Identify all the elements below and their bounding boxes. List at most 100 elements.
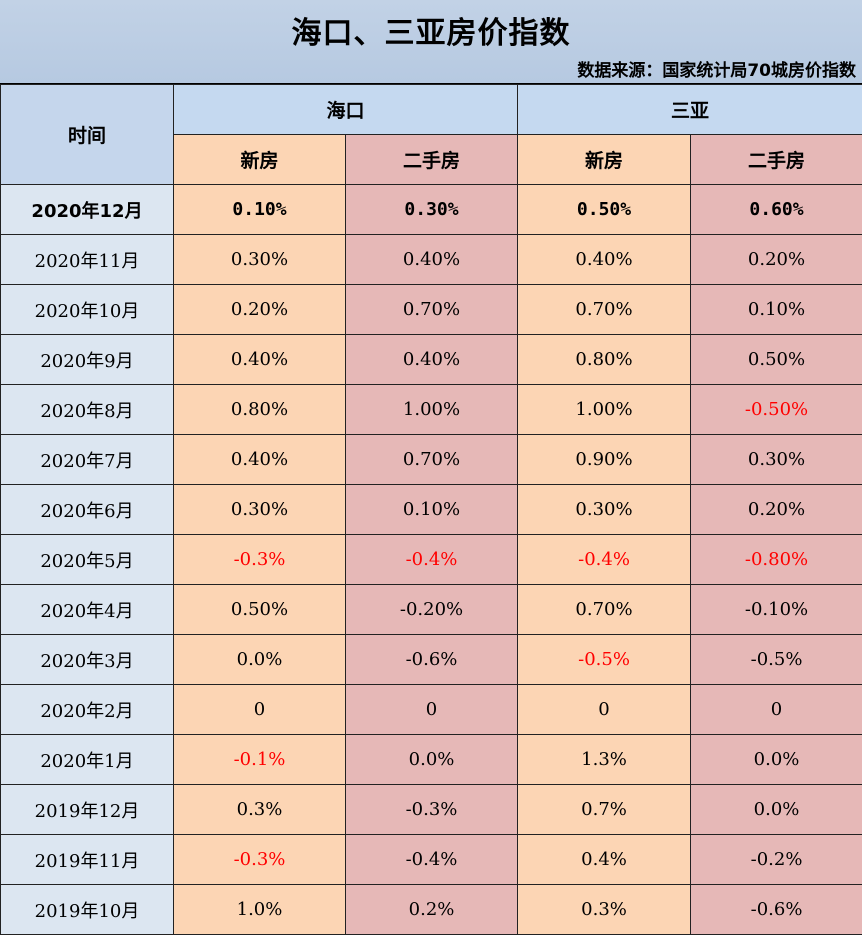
haikou-used-cell: 1.00% <box>344 384 519 435</box>
sanya-new-cell: -0.4% <box>517 534 692 585</box>
sanya-new-cell: 0.3% <box>517 884 692 935</box>
haikou-new-cell: 0.30% <box>173 484 346 535</box>
sanya-new-cell: 0.30% <box>517 484 692 535</box>
haikou-new-cell: 0.30% <box>173 234 346 285</box>
sanya-used-cell: 0.50% <box>690 334 862 385</box>
sanya-used-cell: -0.10% <box>690 584 862 635</box>
haikou-new-cell: 0.20% <box>173 284 346 335</box>
table-row: 2020年12月 0.10% 0.30% 0.50% 0.60% <box>0 184 862 235</box>
sanya-used-cell: 0.20% <box>690 484 862 535</box>
table-row: 2020年9月 0.40% 0.40% 0.80% 0.50% <box>0 334 862 385</box>
time-cell: 2020年8月 <box>0 384 174 435</box>
sanya-new-cell: 0.4% <box>517 834 692 885</box>
haikou-new-cell: 0.80% <box>173 384 346 435</box>
sanya-new-cell: 0.7% <box>517 784 692 835</box>
haikou-used-cell: 0.2% <box>344 884 519 935</box>
table-row: 2020年3月 0.0% -0.6% -0.5% -0.5% <box>0 634 862 685</box>
time-cell: 2019年11月 <box>0 834 174 885</box>
table-body: 2020年12月 0.10% 0.30% 0.50% 0.60% 2020年11月 0.30… <box>0 184 862 935</box>
haikou-used-cell: 0.70% <box>344 284 519 335</box>
page-title: 海口、三亚房价指数 <box>291 16 571 51</box>
time-cell: 2020年11月 <box>0 234 174 285</box>
table-row: 2020年11月 0.30% 0.40% 0.40% 0.20% <box>0 234 862 285</box>
time-cell: 2020年1月 <box>0 734 174 785</box>
haikou-used-cell: 0.70% <box>344 434 519 485</box>
table-row: 2019年11月 -0.3% -0.4% 0.4% -0.2% <box>0 834 862 885</box>
sanya-new-cell: 0.80% <box>517 334 692 385</box>
table-row: 2020年8月 0.80% 1.00% 1.00% -0.50% <box>0 384 862 435</box>
haikou-used-cell: 0 <box>344 684 519 735</box>
haikou-used-cell: -0.4% <box>344 534 519 585</box>
time-cell: 2020年7月 <box>0 434 174 485</box>
time-cell: 2020年6月 <box>0 484 174 535</box>
haikou-used-cell: -0.4% <box>344 834 519 885</box>
title-bar: 海口、三亚房价指数 数据来源：国家统计局70城房价指数 <box>0 0 862 84</box>
haikou-new-cell: 1.0% <box>173 884 346 935</box>
sanya-used-cell: 0.20% <box>690 234 862 285</box>
haikou-used-cell: -0.20% <box>344 584 519 635</box>
haikou-new-cell: 0.3% <box>173 784 346 835</box>
table-row: 2020年2月 0 0 0 0 <box>0 684 862 735</box>
table-row: 2019年12月 0.3% -0.3% 0.7% 0.0% <box>0 784 862 835</box>
sanya-used-cell: -0.50% <box>690 384 862 435</box>
sanya-new-cell: 0.70% <box>517 284 692 335</box>
sanya-new-cell: 0 <box>517 684 692 735</box>
sanya-used-header: 二手房 <box>690 134 862 185</box>
haikou-used-cell: 0.30% <box>344 184 519 235</box>
city-header-haikou: 海口 <box>172 84 519 135</box>
time-cell: 2019年12月 <box>0 784 174 835</box>
table-row: 2019年10月 1.0% 0.2% 0.3% -0.6% <box>0 884 862 935</box>
haikou-new-cell: 0.0% <box>173 634 346 685</box>
time-cell: 2020年2月 <box>0 684 174 735</box>
time-cell: 2020年4月 <box>0 584 174 635</box>
city-header-sanya: 三亚 <box>517 84 862 135</box>
haikou-new-cell: 0.40% <box>173 334 346 385</box>
sanya-used-cell: 0.30% <box>690 434 862 485</box>
sanya-used-cell: 0.60% <box>690 184 862 235</box>
haikou-new-cell: 0.40% <box>173 434 346 485</box>
sanya-new-header: 新房 <box>517 134 692 185</box>
sanya-used-cell: -0.80% <box>690 534 862 585</box>
time-cell: 2020年3月 <box>0 634 174 685</box>
data-source-note: 数据来源：国家统计局70城房价指数 <box>577 61 856 81</box>
table-row: 2020年1月 -0.1% 0.0% 1.3% 0.0% <box>0 734 862 785</box>
haikou-used-header: 二手房 <box>344 134 519 185</box>
sanya-used-cell: 0 <box>690 684 862 735</box>
haikou-new-cell: 0 <box>173 684 346 735</box>
sanya-used-cell: 0.0% <box>690 734 862 785</box>
sanya-used-cell: -0.6% <box>690 884 862 935</box>
haikou-new-cell: -0.3% <box>173 834 346 885</box>
table-row: 2020年4月 0.50% -0.20% 0.70% -0.10% <box>0 584 862 635</box>
haikou-used-cell: 0.40% <box>344 334 519 385</box>
time-header: 时间 <box>0 84 174 185</box>
time-cell: 2020年9月 <box>0 334 174 385</box>
table-row: 2020年6月 0.30% 0.10% 0.30% 0.20% <box>0 484 862 535</box>
haikou-used-cell: -0.6% <box>344 634 519 685</box>
sanya-new-cell: 0.50% <box>517 184 692 235</box>
haikou-used-cell: 0.0% <box>344 734 519 785</box>
sanya-used-cell: -0.2% <box>690 834 862 885</box>
sanya-used-cell: 0.0% <box>690 784 862 835</box>
haikou-new-cell: -0.1% <box>173 734 346 785</box>
sanya-new-cell: 1.3% <box>517 734 692 785</box>
price-index-table: 时间 海口 三亚 新房 二手房 新房 二手房 2020年12月 0.10% 0.30… <box>0 84 862 935</box>
table-row: 2020年10月 0.20% 0.70% 0.70% 0.10% <box>0 284 862 335</box>
table-row: 2020年7月 0.40% 0.70% 0.90% 0.30% <box>0 434 862 485</box>
sanya-new-cell: 0.90% <box>517 434 692 485</box>
haikou-new-cell: 0.10% <box>173 184 346 235</box>
table-row: 2020年5月 -0.3% -0.4% -0.4% -0.80% <box>0 534 862 585</box>
time-cell: 2020年5月 <box>0 534 174 585</box>
haikou-new-header: 新房 <box>173 134 346 185</box>
sanya-used-cell: -0.5% <box>690 634 862 685</box>
time-cell: 2020年10月 <box>0 284 174 335</box>
sanya-used-cell: 0.10% <box>690 284 862 335</box>
haikou-new-cell: -0.3% <box>173 534 346 585</box>
haikou-new-cell: 0.50% <box>173 584 346 635</box>
time-cell: 2019年10月 <box>0 884 174 935</box>
haikou-used-cell: 0.10% <box>344 484 519 535</box>
haikou-used-cell: 0.40% <box>344 234 519 285</box>
haikou-used-cell: -0.3% <box>344 784 519 835</box>
time-cell: 2020年12月 <box>0 184 174 235</box>
sanya-new-cell: 0.70% <box>517 584 692 635</box>
